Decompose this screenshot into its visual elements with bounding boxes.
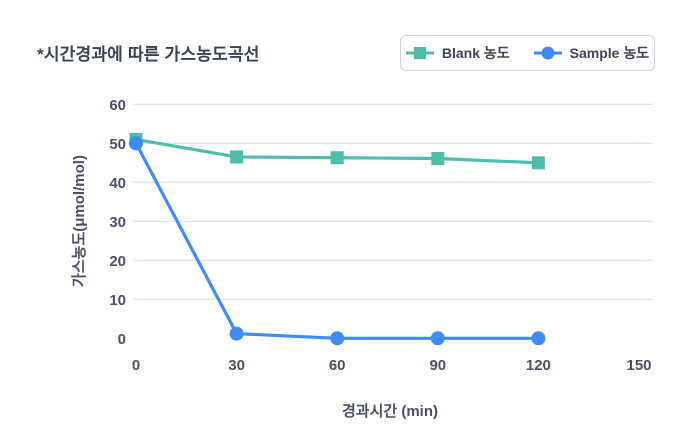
x-tick-label: 30 [228, 357, 245, 374]
sample-marker [129, 136, 143, 151]
sample-marker [430, 331, 445, 346]
sample-marker [229, 326, 244, 341]
x-tick-label: 150 [626, 357, 651, 374]
sample-series-marker-icon [533, 46, 562, 60]
y-tick-label: 60 [109, 97, 126, 114]
y-tick-label: 0 [118, 331, 126, 348]
blank-marker [230, 150, 244, 164]
sample-marker [330, 331, 345, 346]
y-tick-label: 20 [109, 253, 126, 270]
legend-label-sample: Sample 농도 [569, 45, 650, 61]
legend-item-sample: Sample 농도 [533, 43, 650, 63]
x-tick-label: 60 [329, 357, 346, 374]
x-tick-label: 120 [526, 357, 551, 374]
sample-marker [531, 331, 546, 346]
chart-title: *시간경과에 따른 가스농도곡선 [37, 45, 260, 64]
x-tick-label: 90 [429, 357, 446, 374]
x-tick-label: 0 [132, 357, 140, 374]
legend: Blank 농도 Sample 농도 [400, 35, 655, 71]
y-tick-label: 10 [109, 292, 126, 309]
y-tick-label: 50 [109, 136, 126, 153]
blank-series-marker-icon [405, 46, 434, 60]
x-axis-label: 경과시간 (min) [341, 403, 439, 420]
legend-item-blank: Blank 농도 [405, 43, 510, 63]
sample-series-line [134, 142, 539, 340]
legend-label-blank: Blank 농도 [441, 45, 510, 61]
blank-marker [330, 151, 344, 165]
blank-marker [431, 152, 445, 166]
y-tick-label: 30 [109, 214, 126, 231]
y-axis-label: 가스농도(μmol/mol) [71, 155, 88, 287]
blank-marker [531, 156, 545, 170]
y-tick-label: 40 [109, 175, 126, 192]
